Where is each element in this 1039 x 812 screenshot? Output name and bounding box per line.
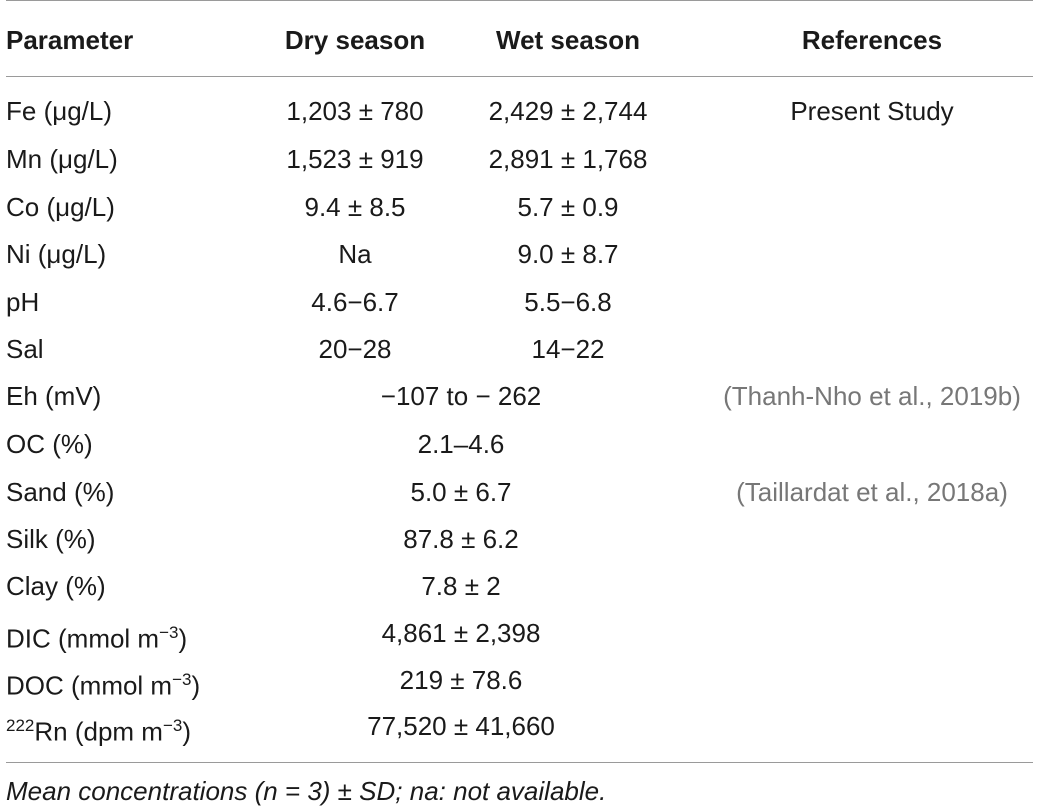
- cell-dry: 9.4 ± 8.5: [304, 192, 406, 222]
- cell-both-seasons: 7.8 ± 2: [421, 571, 501, 601]
- header-references: References: [801, 25, 943, 55]
- cell-wet: 9.0 ± 8.7: [517, 239, 619, 269]
- cell-both-seasons: −107 to − 262: [380, 381, 542, 411]
- table-footnote: Mean concentrations (n = 3) ± SD; na: no…: [6, 776, 607, 806]
- parameter-label: DOC (mmol m: [6, 670, 173, 701]
- cell-wet: 5.7 ± 0.9: [517, 192, 619, 222]
- cell-parameter: Clay (%): [6, 571, 106, 601]
- cell-wet: 2,891 ± 1,768: [488, 144, 648, 174]
- cell-parameter: DOC (mmol m−3): [6, 664, 200, 702]
- cell-both-seasons: 219 ± 78.6: [399, 665, 523, 695]
- parameter-label-tail: ): [191, 670, 201, 701]
- parameter-label: DIC (mmol m: [6, 623, 160, 654]
- parameter-superscript: −3: [162, 716, 183, 735]
- parameter-label-tail: ): [182, 716, 192, 747]
- header-parameter: Parameter: [6, 25, 134, 55]
- cell-parameter: Silk (%): [6, 524, 96, 554]
- cell-both-seasons: 87.8 ± 6.2: [403, 524, 519, 554]
- cell-dry: 1,203 ± 780: [286, 96, 424, 126]
- cell-dry: 1,523 ± 919: [286, 144, 424, 174]
- header-rule: [6, 76, 1033, 77]
- header-dry-season: Dry season: [284, 25, 426, 55]
- cell-reference: (Thanh-Nho et al., 2019b): [723, 381, 1021, 411]
- parameter-superscript: −3: [159, 623, 179, 642]
- cell-parameter: Mn (μg/L): [6, 144, 118, 174]
- cell-wet: 2,429 ± 2,744: [488, 96, 648, 126]
- cell-parameter: Ni (μg/L): [6, 239, 107, 269]
- header-wet-season: Wet season: [495, 25, 641, 55]
- cell-both-seasons: 4,861 ± 2,398: [381, 618, 541, 648]
- cell-reference: (Taillardat et al., 2018a): [736, 477, 1008, 507]
- cell-wet: 14−22: [531, 334, 605, 364]
- cell-both-seasons: 77,520 ± 41,660: [367, 711, 555, 741]
- cell-parameter: Fe (μg/L): [6, 96, 113, 126]
- cell-dry: 20−28: [318, 334, 392, 364]
- parameter-superscript: −3: [172, 670, 192, 689]
- cell-parameter: OC (%): [6, 429, 93, 459]
- parameter-label: Rn (dpm m: [34, 716, 163, 747]
- cell-wet: 5.5−6.8: [524, 287, 612, 317]
- parameter-pre-superscript: 222: [6, 716, 35, 735]
- cell-dry: 4.6−6.7: [311, 287, 399, 317]
- table-top-rule: [6, 0, 1033, 1]
- cell-parameter: pH: [6, 287, 40, 317]
- parameter-label-tail: ): [178, 623, 188, 654]
- cell-dry: Na: [338, 239, 372, 269]
- cell-parameter: Sand (%): [6, 477, 115, 507]
- cell-parameter: Sal: [6, 334, 44, 364]
- cell-both-seasons: 5.0 ± 6.7: [410, 477, 512, 507]
- cell-both-seasons: 2.1–4.6: [417, 429, 505, 459]
- cell-reference: Present Study: [790, 96, 954, 126]
- cell-parameter: Eh (mV): [6, 381, 102, 411]
- cell-parameter: 222Rn (dpm m−3): [6, 710, 191, 748]
- cell-parameter: Co (μg/L): [6, 192, 115, 222]
- cell-parameter: DIC (mmol m−3): [6, 617, 187, 655]
- table-bottom-rule: [6, 762, 1033, 763]
